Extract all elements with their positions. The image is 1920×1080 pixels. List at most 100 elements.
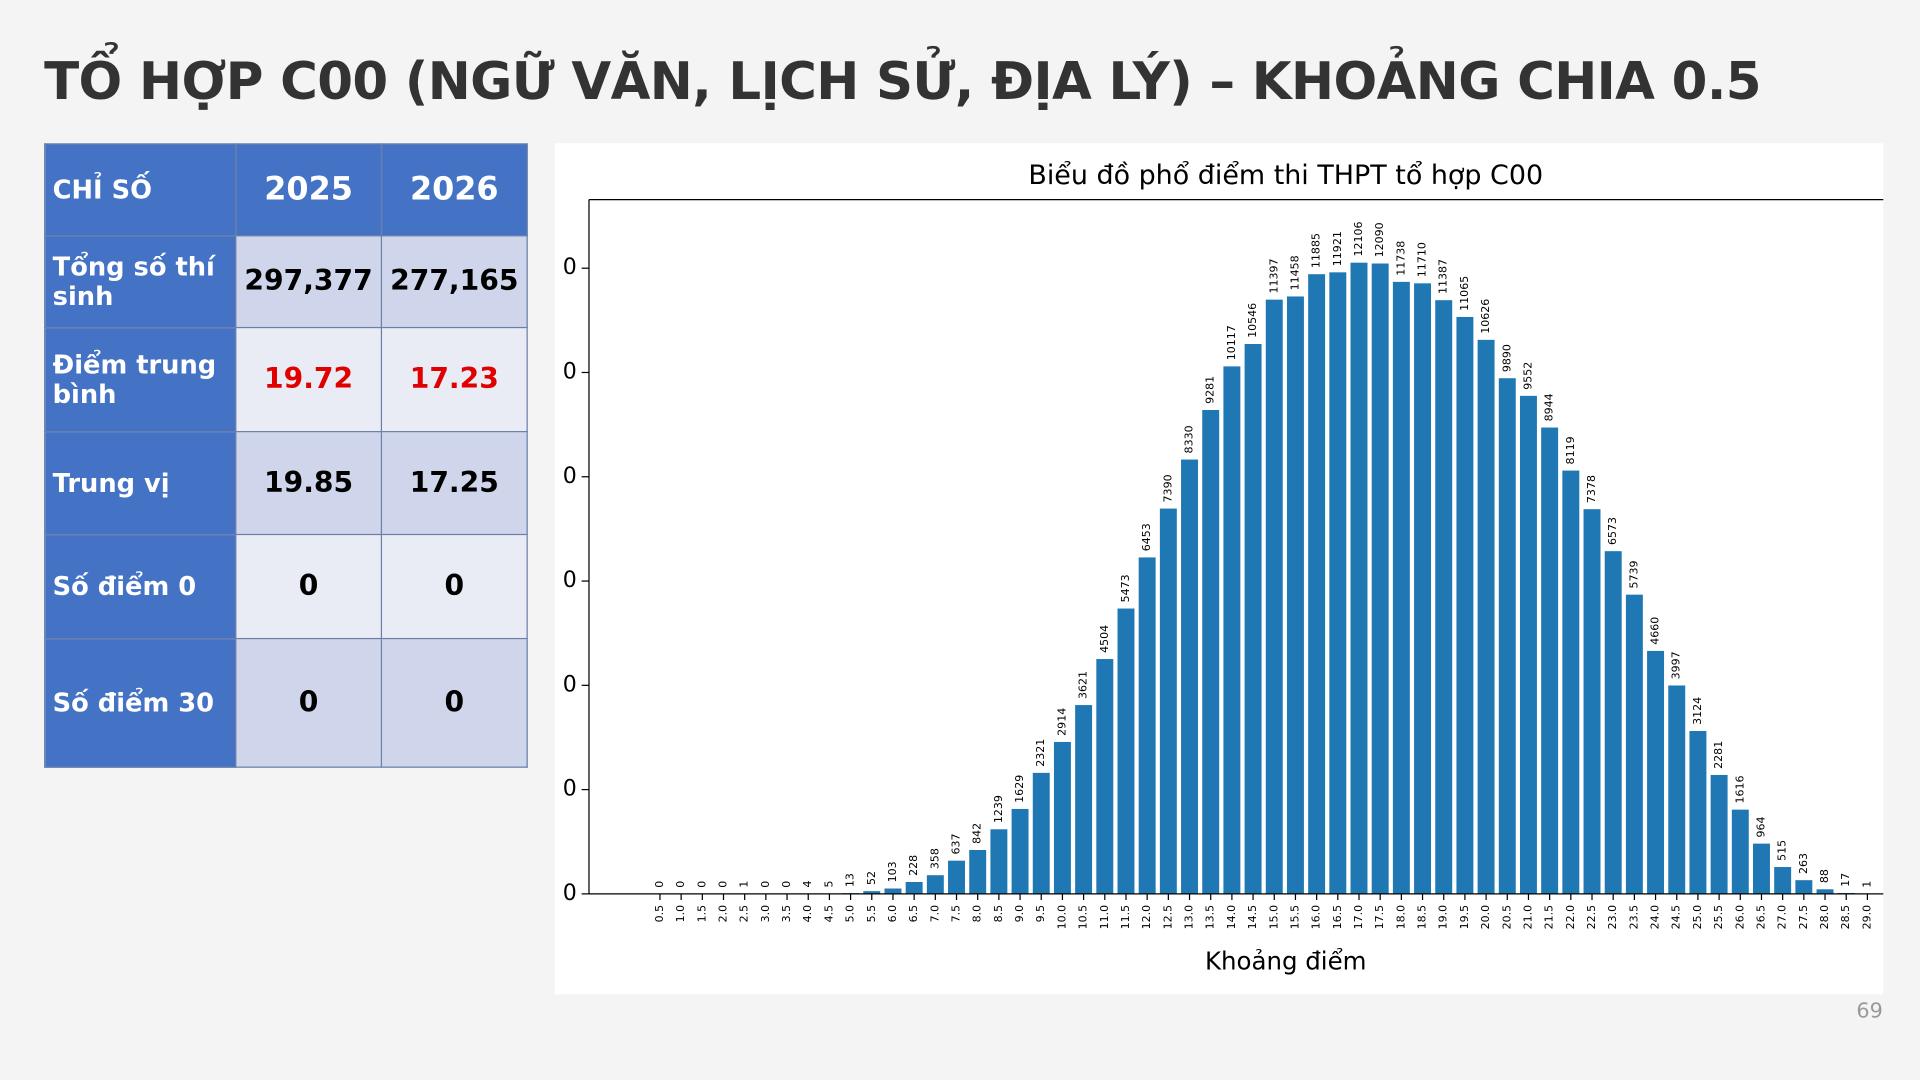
value-label: 103 bbox=[886, 861, 899, 882]
table-cell: 17.25 bbox=[380, 431, 528, 536]
bar bbox=[1795, 880, 1813, 894]
bar bbox=[1202, 409, 1220, 894]
value-label: 0 bbox=[780, 881, 793, 888]
x-tick-label: 28.5 bbox=[1839, 905, 1852, 930]
bar bbox=[1414, 283, 1432, 894]
bar bbox=[1647, 650, 1665, 894]
bar bbox=[1181, 459, 1199, 894]
x-tick-label: 7.0 bbox=[928, 905, 941, 923]
bar bbox=[1075, 705, 1093, 894]
x-tick-label: 27.0 bbox=[1776, 905, 1789, 930]
value-label: 9552 bbox=[1521, 362, 1534, 390]
value-label: 5739 bbox=[1627, 560, 1640, 588]
x-tick-label: 10.5 bbox=[1077, 905, 1090, 930]
value-label: 8119 bbox=[1564, 436, 1577, 464]
value-label: 6453 bbox=[1140, 523, 1153, 551]
x-tick-label: 16.5 bbox=[1331, 905, 1344, 930]
x-tick-label: 15.0 bbox=[1267, 905, 1280, 930]
chart-title: Biểu đồ phổ điểm thi THPT tổ hợp C00 bbox=[1028, 160, 1543, 191]
table-cell: 0 bbox=[380, 533, 528, 640]
bar bbox=[863, 891, 881, 894]
table-cell: 0 bbox=[380, 637, 528, 768]
x-tick-label: 5.0 bbox=[844, 905, 857, 923]
row-header: Số điểm 30 bbox=[44, 637, 237, 768]
x-tick-label: 20.0 bbox=[1479, 905, 1492, 930]
x-tick-label: 25.5 bbox=[1712, 905, 1725, 930]
bar bbox=[990, 829, 1008, 894]
bar bbox=[1308, 274, 1326, 894]
value-label: 10626 bbox=[1479, 299, 1492, 334]
x-tick-label: 24.5 bbox=[1670, 905, 1683, 930]
x-tick-label: 26.0 bbox=[1733, 905, 1746, 930]
y-tick-label: 0 bbox=[563, 672, 577, 697]
y-tick-label: 0 bbox=[563, 777, 577, 802]
x-tick-label: 3.5 bbox=[780, 905, 793, 923]
value-label: 2281 bbox=[1712, 741, 1725, 769]
x-tick-label: 18.5 bbox=[1416, 905, 1429, 930]
bar bbox=[1053, 741, 1071, 894]
value-label: 11885 bbox=[1310, 233, 1323, 268]
value-label: 11921 bbox=[1331, 231, 1344, 266]
value-label: 1616 bbox=[1733, 775, 1746, 803]
value-label: 9281 bbox=[1204, 376, 1217, 404]
value-label: 7378 bbox=[1585, 475, 1598, 503]
value-label: 11710 bbox=[1416, 242, 1429, 277]
value-label: 11397 bbox=[1267, 258, 1280, 293]
bar bbox=[926, 875, 944, 894]
x-tick-label: 23.5 bbox=[1627, 905, 1640, 930]
value-label: 11458 bbox=[1288, 255, 1301, 290]
bar bbox=[1435, 300, 1453, 894]
x-tick-label: 9.0 bbox=[1013, 905, 1026, 923]
value-label: 0 bbox=[759, 881, 772, 888]
y-tick-label: 0 bbox=[563, 359, 577, 384]
y-tick-label: 0 bbox=[563, 255, 577, 280]
bar bbox=[1244, 344, 1262, 894]
x-tick-label: 1.5 bbox=[695, 905, 708, 923]
value-label: 11065 bbox=[1458, 276, 1471, 311]
value-label: 5473 bbox=[1119, 574, 1132, 602]
x-tick-label: 7.5 bbox=[950, 905, 963, 923]
x-tick-label: 0.5 bbox=[653, 905, 666, 923]
x-tick-label: 26.5 bbox=[1754, 905, 1767, 930]
value-label: 2321 bbox=[1034, 739, 1047, 767]
table-row: Tổng số thí sinh 297,377 277,165 bbox=[44, 235, 528, 329]
x-tick-label: 9.5 bbox=[1034, 905, 1047, 923]
row-header: Điểm trung bình bbox=[44, 326, 237, 433]
bar bbox=[969, 849, 987, 894]
x-tick-label: 15.5 bbox=[1288, 905, 1301, 930]
bar bbox=[1159, 508, 1177, 894]
y-tick-label: 0 bbox=[563, 464, 577, 489]
value-label: 842 bbox=[971, 823, 984, 844]
bar bbox=[1223, 366, 1241, 894]
row-header: Số điểm 0 bbox=[44, 533, 237, 640]
bar bbox=[1350, 262, 1368, 894]
bar bbox=[1668, 685, 1686, 894]
value-label: 0 bbox=[653, 881, 666, 888]
x-tick-label: 1.0 bbox=[674, 905, 687, 923]
table-cell: 19.72 bbox=[235, 326, 383, 433]
value-label: 358 bbox=[928, 848, 941, 869]
bar bbox=[1096, 659, 1114, 894]
x-tick-label: 4.0 bbox=[801, 905, 814, 923]
x-tick-label: 8.0 bbox=[971, 905, 984, 923]
value-label: 0 bbox=[716, 881, 729, 888]
table-cell: 297,377 bbox=[235, 235, 383, 329]
value-label: 1 bbox=[1860, 881, 1873, 888]
x-tick-label: 19.0 bbox=[1437, 905, 1450, 930]
bar bbox=[1774, 867, 1792, 894]
table-row: Điểm trung bình 19.72 17.23 bbox=[44, 326, 528, 433]
y-tick-label: 0 bbox=[563, 881, 577, 906]
x-tick-label: 14.0 bbox=[1225, 905, 1238, 930]
x-tick-label: 27.5 bbox=[1797, 905, 1810, 930]
slide-title: TỔ HỢP C00 (NGỮ VĂN, LỊCH SỬ, ĐỊA LÝ) – … bbox=[44, 51, 1761, 112]
x-tick-label: 24.0 bbox=[1649, 905, 1662, 930]
value-label: 8330 bbox=[1183, 425, 1196, 453]
value-label: 13 bbox=[844, 873, 857, 887]
bar bbox=[1816, 889, 1834, 894]
bar bbox=[1265, 299, 1283, 894]
value-label: 3621 bbox=[1077, 671, 1090, 699]
value-label: 6573 bbox=[1606, 517, 1619, 545]
value-label: 12106 bbox=[1352, 222, 1365, 257]
x-tick-label: 6.5 bbox=[907, 905, 920, 923]
